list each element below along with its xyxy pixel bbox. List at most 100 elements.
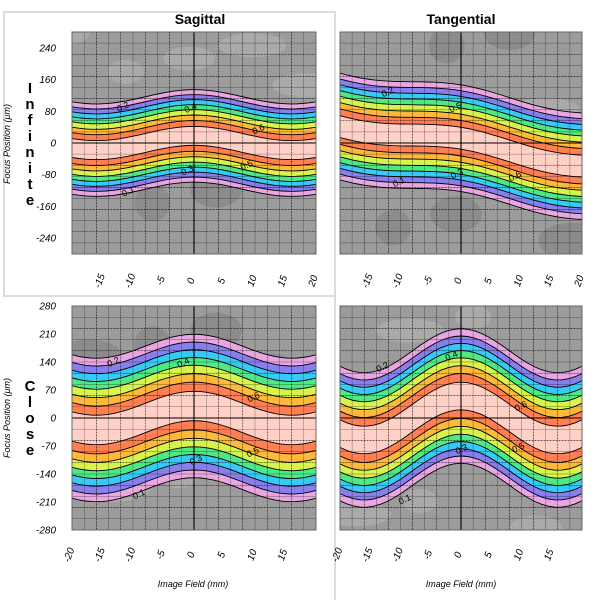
x-tick-label: -10 (123, 546, 138, 564)
row-label-close-letter: e (26, 442, 34, 459)
heatmap-panel: 0.1 0.2 0.3 0.4 0.5 0.6 -20 -15 -10 -5 0 5 10 15 (330, 305, 583, 564)
row-label-infinite-letter: n (25, 96, 34, 113)
contour-line (72, 390, 316, 446)
x-tick-label: 0 (186, 550, 198, 559)
contour-label: 0.3 (188, 453, 204, 467)
x-tick-label: -20 (330, 546, 345, 564)
heatmap-texture (218, 33, 287, 58)
contour-line (340, 72, 582, 220)
contour-label: 0.5 (448, 100, 464, 114)
contour-line (72, 89, 316, 197)
row-label-infinite-letter: t (28, 176, 33, 193)
contour-label: 0.3 (449, 167, 465, 181)
heatmap-texture (401, 488, 438, 513)
x-tick-label: 20 (306, 274, 321, 290)
x-tick-label: 0 (453, 550, 465, 559)
y-tick-label: -80 (42, 170, 57, 181)
plot-frame (339, 31, 583, 255)
contour-line (72, 114, 316, 172)
contour-label: 0.1 (131, 487, 147, 501)
x-tick-label: 5 (216, 276, 228, 285)
y-axis-label-infinite: Focus Position (μm) (2, 104, 12, 184)
row-label-infinite-letter: n (25, 144, 34, 161)
contour-line (72, 94, 316, 192)
contour-label: 0.5 (245, 445, 261, 459)
contour-label: 0.2 (105, 355, 121, 369)
contour-label: 0.2 (115, 100, 131, 114)
contour-label: 0.1 (397, 492, 413, 506)
row-label-close-letter: s (26, 426, 34, 443)
contour-line (72, 349, 316, 487)
contour-line (72, 373, 316, 463)
y-tick-label: 80 (45, 107, 57, 118)
contour-label: 0.1 (120, 184, 136, 198)
x-tick-label: 10 (246, 274, 260, 289)
x-tick-label: -10 (391, 546, 406, 564)
col-title-tangential: Tangential (427, 11, 496, 27)
x-tick-label: -5 (154, 549, 168, 562)
contour-line (340, 365, 582, 471)
y-tick-label: 160 (39, 75, 56, 86)
heatmap-panel: 0.1 0.2 0.3 0.5 0.6 -15 -10 -5 0 5 10 15 20 (339, 31, 587, 290)
x-tick-label: -10 (391, 272, 406, 290)
y-tick-label: -210 (36, 498, 56, 509)
x-tick-label: 15 (542, 274, 556, 289)
x-tick-label: 5 (483, 550, 495, 559)
heatmap-texture (163, 46, 216, 71)
contour-line (340, 342, 582, 494)
contour-label: 0.5 (239, 158, 255, 172)
x-tick-label: 10 (512, 274, 526, 289)
row-label-close-letter: o (25, 410, 34, 427)
contour-label: 0.6 (251, 122, 267, 136)
x-axis-label-tangential: Image Field (mm) (426, 579, 497, 589)
contour-line (72, 99, 316, 187)
y-tick-label: -280 (36, 526, 56, 537)
y-tick-label: 280 (38, 302, 56, 313)
contour-line (340, 102, 582, 191)
row-label-close-letter: C (25, 378, 36, 395)
y-tick-label: -240 (36, 234, 56, 245)
contour-label: 0.3 (180, 163, 196, 177)
contour-line (72, 104, 316, 182)
x-tick-label: 15 (276, 274, 290, 289)
row-label-infinite-letter: I (28, 80, 32, 97)
contour-line (340, 108, 582, 185)
heatmap-texture (376, 318, 445, 343)
x-tick-label: 15 (276, 548, 290, 563)
contour-line (72, 109, 316, 177)
x-tick-label: 10 (246, 548, 260, 563)
y-tick-label: 140 (39, 358, 56, 369)
contour-label: 0.4 (175, 355, 191, 369)
x-tick-label: -15 (93, 272, 108, 290)
contour-label: 0.4 (444, 349, 460, 363)
contour-line (340, 373, 582, 463)
plot-frame (71, 305, 317, 531)
plot-frame (71, 31, 317, 255)
contour-line (72, 341, 316, 495)
y-tick-label: 0 (50, 139, 56, 150)
contour-label: 0.6 (507, 169, 523, 183)
x-tick-label: -5 (154, 275, 168, 288)
x-tick-label: -15 (360, 546, 375, 564)
row-label-infinite-letter: f (28, 112, 34, 129)
row-label-close-letter: l (28, 394, 32, 411)
contour-line (340, 90, 582, 203)
contour-line (340, 115, 582, 178)
y-tick-label: 210 (38, 330, 56, 341)
plot-frame (339, 305, 583, 531)
heatmap-texture (538, 222, 582, 254)
x-tick-label: 15 (542, 548, 556, 563)
y-tick-label: -160 (36, 202, 56, 213)
y-tick-label: 0 (50, 414, 56, 425)
contour-line (72, 333, 316, 503)
x-tick-label: 0 (453, 276, 465, 285)
contour-line (340, 350, 582, 486)
y-tick-label: -140 (36, 470, 56, 481)
row-label-infinite-letter: i (28, 128, 32, 145)
contour-label: 0.6 (246, 390, 262, 404)
heatmap-texture (272, 73, 316, 98)
x-axis-label-sagittal: Image Field (mm) (158, 579, 229, 589)
